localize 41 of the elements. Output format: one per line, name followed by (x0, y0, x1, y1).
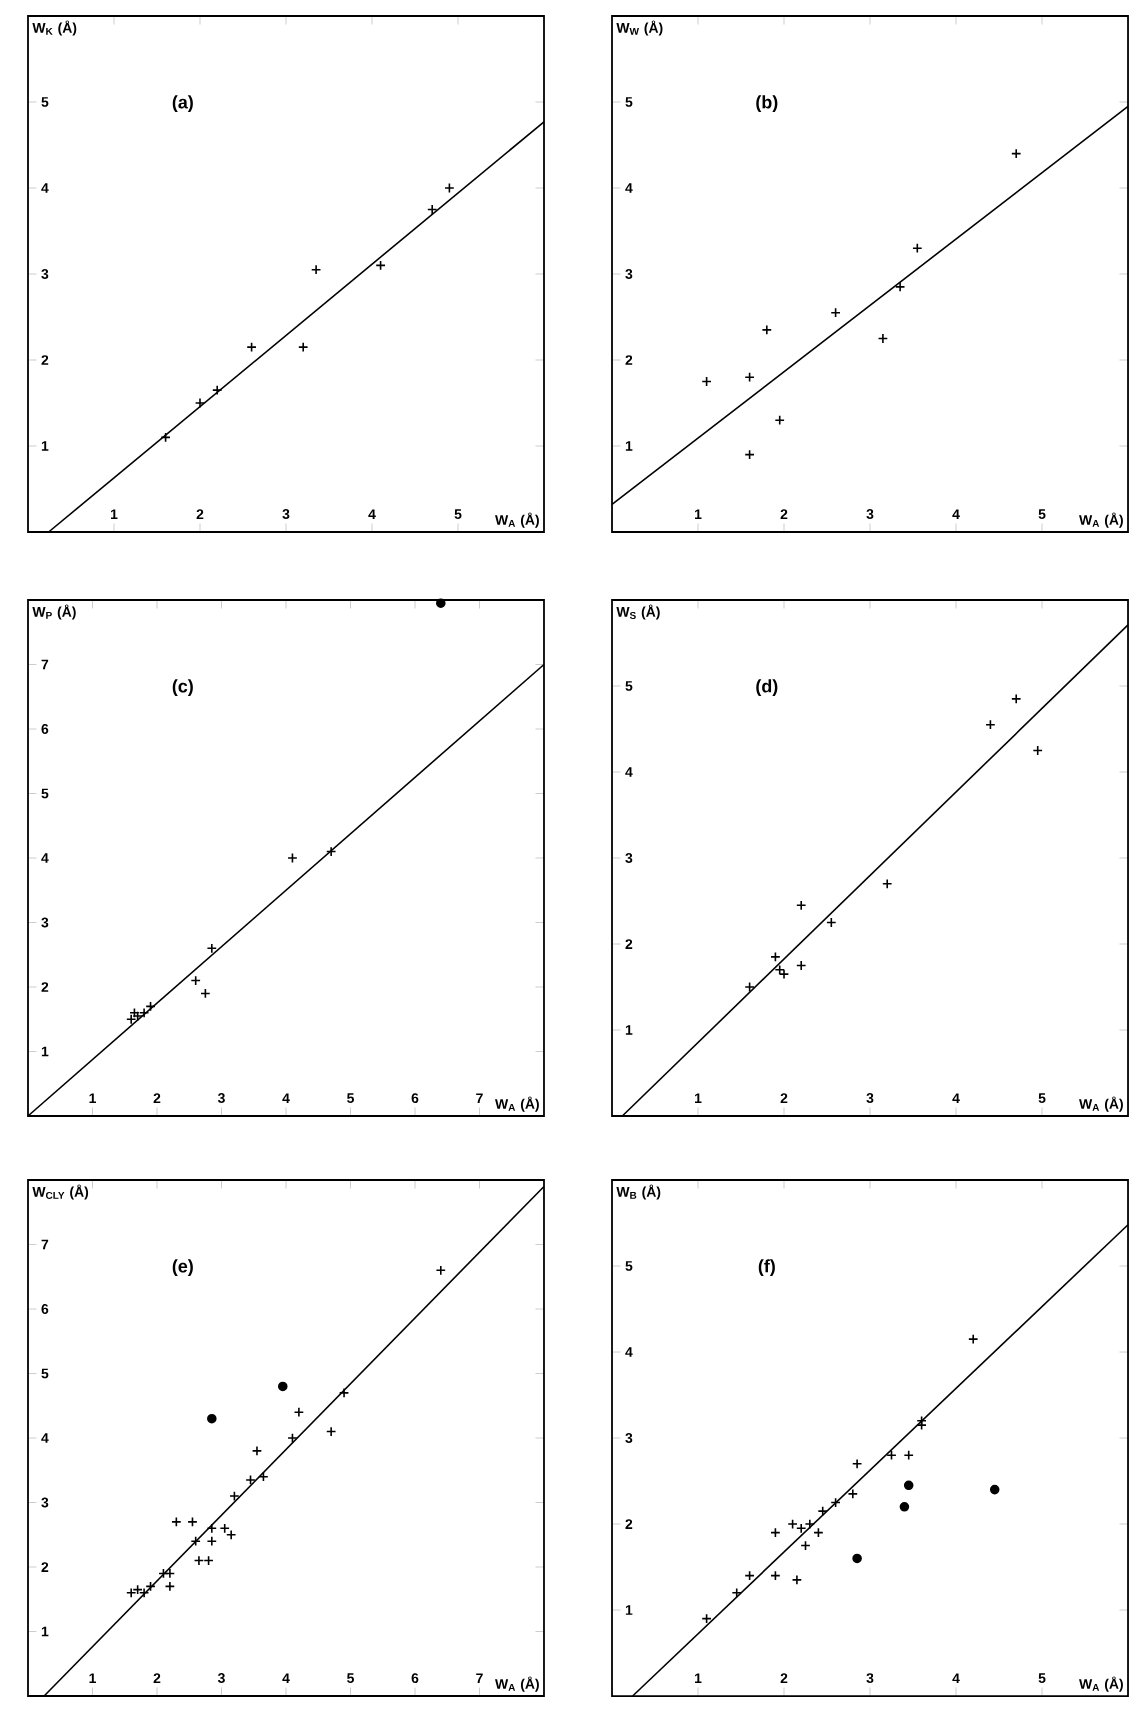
point (791, 1574, 803, 1586)
point (126, 1587, 137, 1598)
point (138, 1587, 150, 1598)
point (903, 1450, 914, 1461)
annotation: (a) (172, 95, 193, 113)
annotation: (c) (172, 679, 193, 697)
point (731, 1587, 742, 1598)
point (212, 384, 223, 396)
annotation: (e) (172, 1259, 193, 1277)
point (989, 1484, 1000, 1495)
point (436, 598, 446, 609)
point (899, 1502, 910, 1512)
point (894, 281, 906, 293)
point (207, 1413, 217, 1424)
point (206, 1536, 217, 1547)
point (138, 1007, 150, 1018)
point (310, 264, 322, 275)
point (761, 324, 772, 336)
point (852, 1553, 862, 1564)
point (817, 1505, 828, 1517)
annotation: (d) (756, 679, 778, 697)
annotation: (f) (758, 1259, 775, 1277)
point (774, 964, 785, 975)
point (774, 415, 785, 426)
point (1011, 693, 1022, 705)
point (778, 968, 790, 980)
point (851, 1458, 863, 1469)
point (251, 1445, 263, 1457)
point (338, 1387, 350, 1399)
annotation: (b) (756, 95, 778, 113)
point (847, 1488, 858, 1500)
point (225, 1529, 237, 1540)
point (804, 1518, 815, 1530)
point (882, 878, 893, 889)
point (298, 341, 309, 353)
point (194, 397, 206, 409)
point (903, 1480, 914, 1491)
point (277, 1381, 288, 1392)
point (968, 1333, 979, 1345)
point (293, 1407, 305, 1418)
point (126, 1014, 137, 1025)
